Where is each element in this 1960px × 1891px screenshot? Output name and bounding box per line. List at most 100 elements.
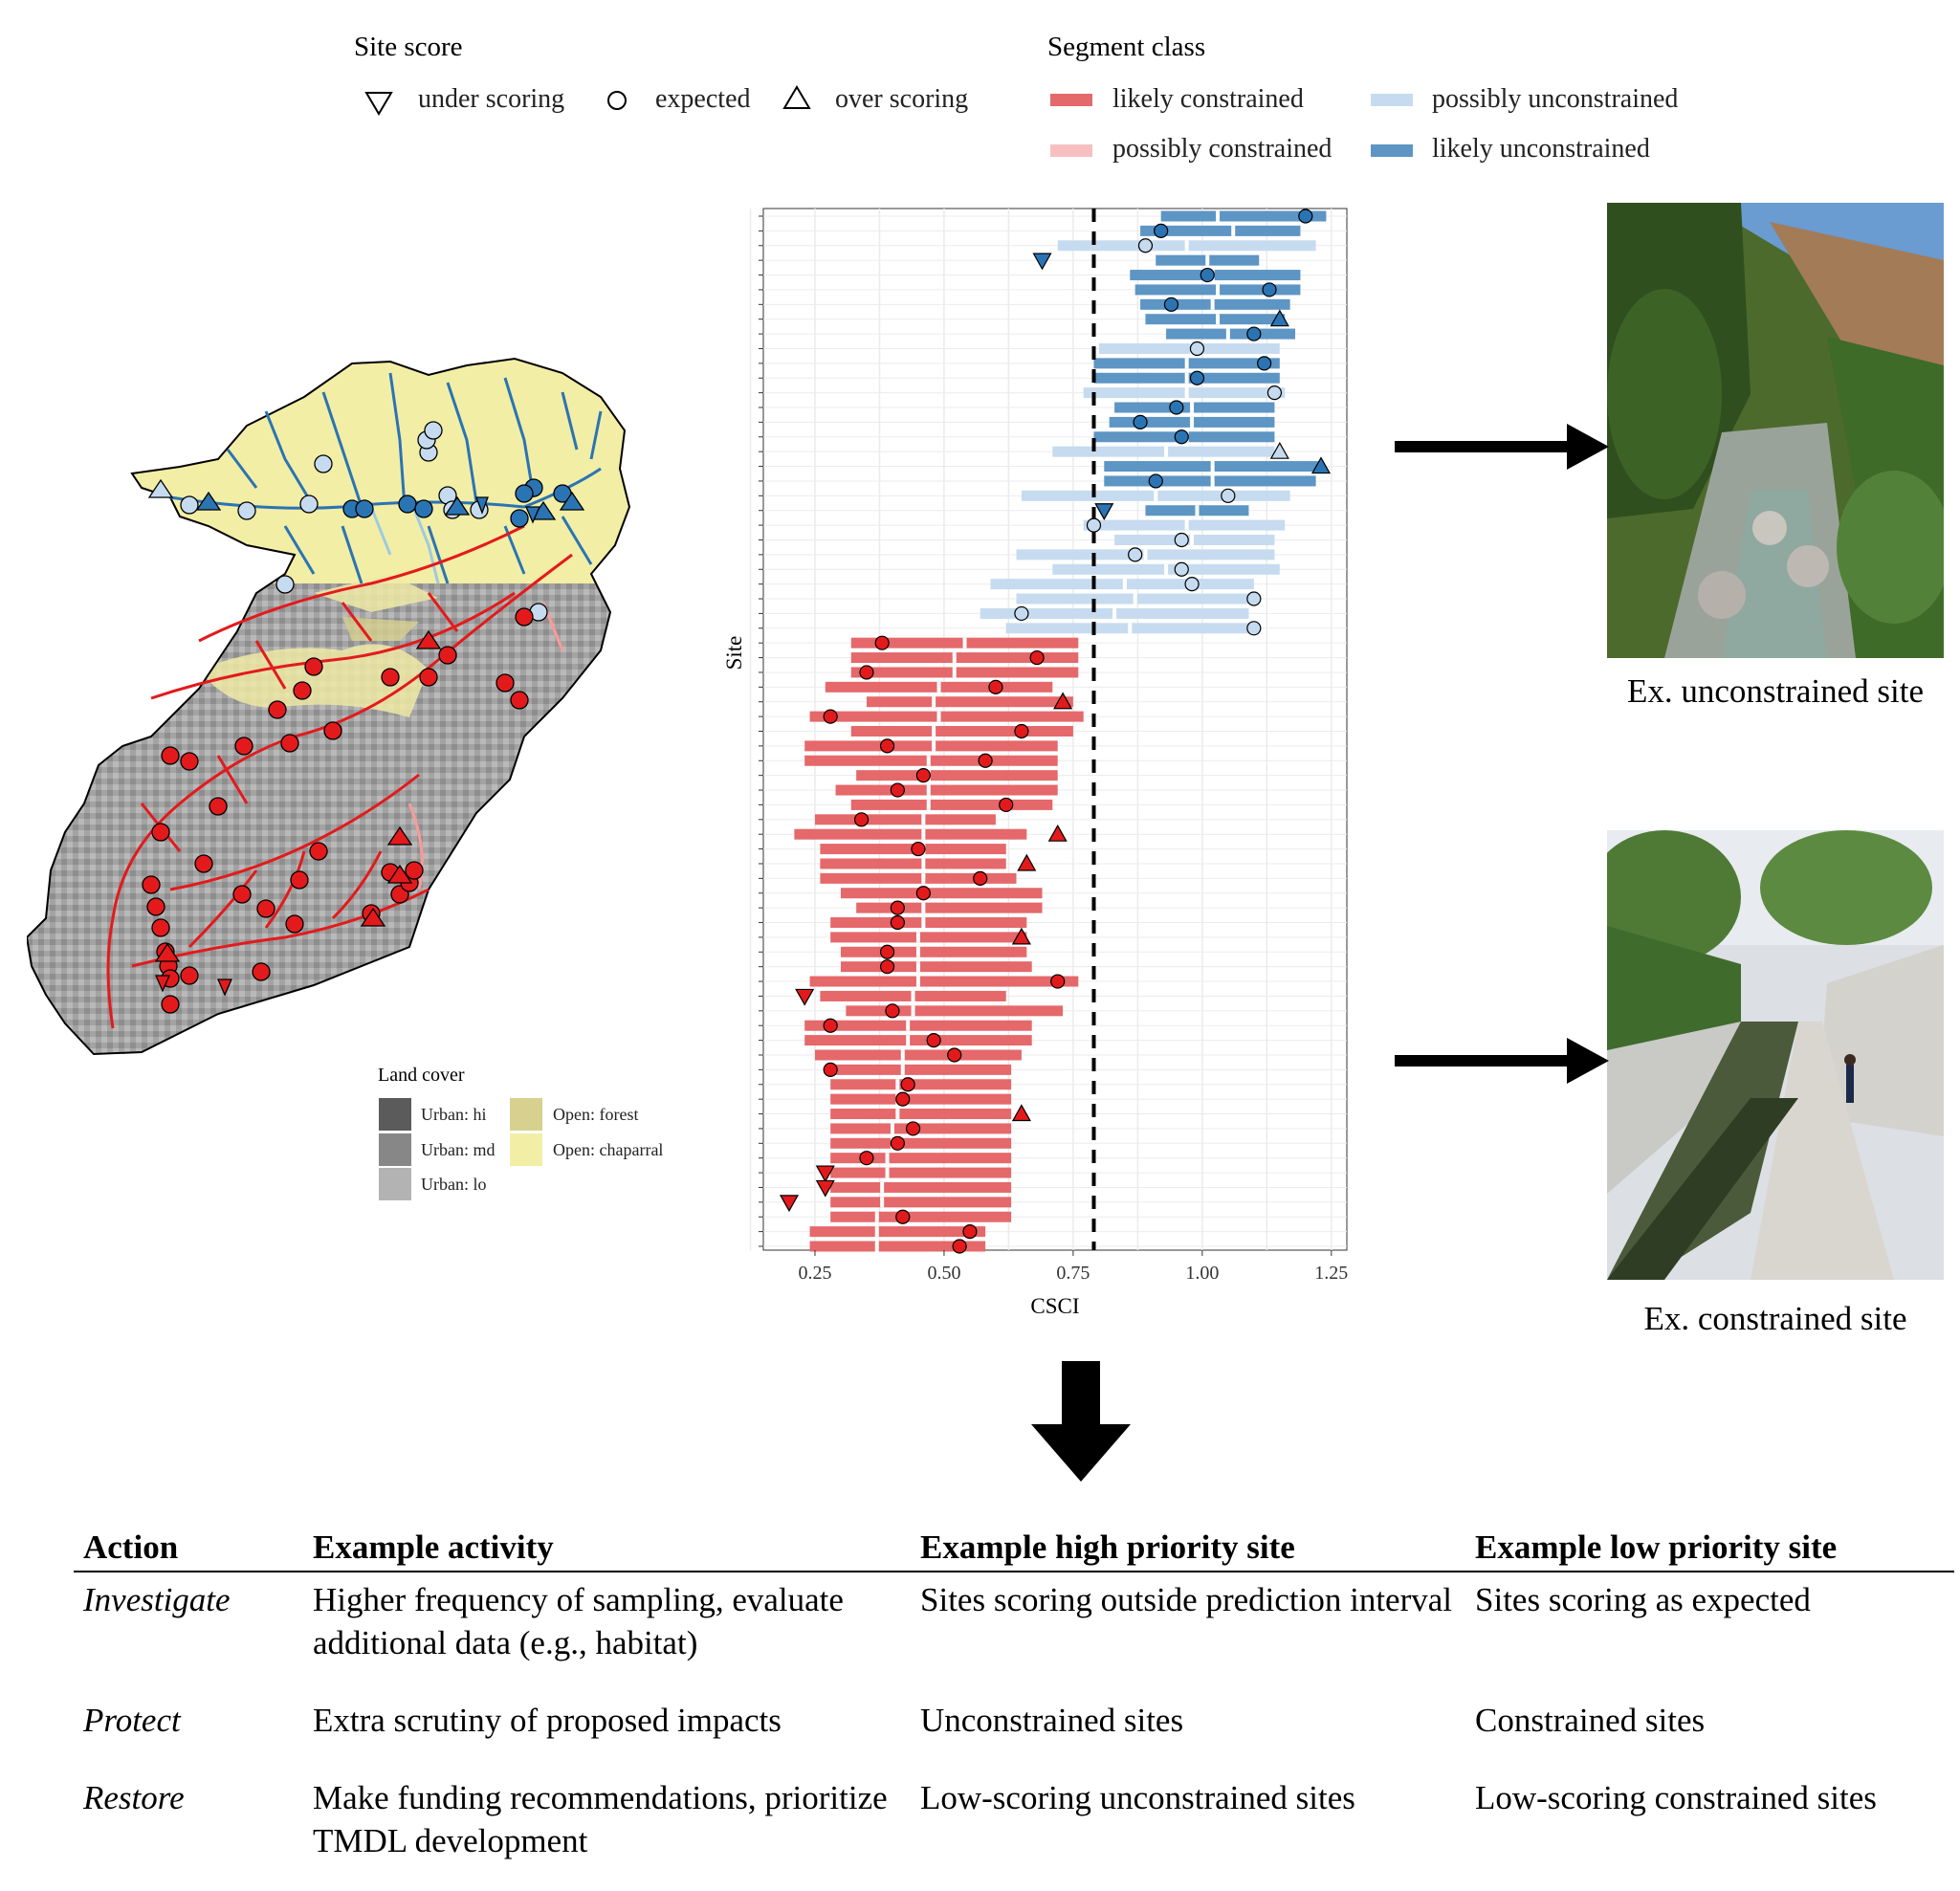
interval-bar (830, 1167, 1012, 1178)
site-point-expected (915, 886, 931, 901)
interval-bar (830, 1109, 1012, 1120)
site-point-expected (1246, 326, 1262, 341)
median-tick (1164, 446, 1169, 457)
median-tick (911, 990, 915, 1001)
site-point-under (815, 1179, 835, 1198)
median-tick (932, 740, 936, 752)
median-tick (906, 1035, 911, 1046)
interval-bar (1052, 446, 1275, 457)
land-cover-urban-hi: Urban: hi (421, 1105, 487, 1124)
median-tick (926, 784, 931, 796)
segment-class-legend-title: Segment class (1047, 32, 1206, 62)
median-tick (915, 976, 920, 987)
site-point-expected (1174, 429, 1189, 445)
constrained-caption: Ex. constrained site (1643, 1300, 1907, 1337)
site-point-expected (1262, 282, 1277, 297)
median-tick (874, 1211, 879, 1222)
land-cover-open-forest: Open: forest (553, 1105, 639, 1124)
interval-bar (809, 976, 1079, 987)
arrow-down-icon (1031, 1361, 1131, 1482)
arrow-to-unconstrained (1395, 424, 1609, 470)
interval-bar (1005, 623, 1249, 634)
site-point-expected (823, 1018, 838, 1033)
interval-bar (1166, 328, 1296, 340)
land-cover-swatch-open-forest (510, 1098, 542, 1131)
interval-bar (830, 1197, 1012, 1208)
land-cover-swatch-urban-lo (379, 1168, 411, 1200)
median-tick (880, 1181, 885, 1193)
site-point-expected (978, 753, 993, 768)
x-tick-label: 0.25 (798, 1263, 831, 1284)
site-point-expected (1246, 591, 1262, 606)
action-table: Action Example activity Example high pri… (74, 1528, 1954, 1891)
x-tick-label: 0.50 (927, 1263, 960, 1284)
interval-bar (814, 1049, 1022, 1061)
table-row: Protect Extra scrutiny of proposed impac… (74, 1693, 1954, 1770)
site-point-expected (823, 1062, 838, 1077)
site-point-expected (890, 1135, 905, 1151)
x-axis-label: CSCI (1030, 1294, 1079, 1318)
constrained-site-photo (1607, 830, 1944, 1280)
site-point-over (1269, 309, 1289, 327)
interval-bar (1140, 298, 1290, 310)
median-tick (1216, 284, 1221, 296)
median-tick (874, 1241, 879, 1252)
row-low: Sites scoring as expected (1475, 1581, 1811, 1618)
red-streams (106, 524, 573, 1029)
site-point-expected (952, 1239, 967, 1254)
site-point-expected (859, 1151, 874, 1166)
interval-bar (804, 1020, 1032, 1031)
site-point-expected (1169, 400, 1184, 415)
median-tick (900, 1049, 905, 1061)
median-tick (915, 961, 920, 973)
land-cover-swatch-urban-hi (379, 1098, 411, 1131)
unconstrained-site-photo (1607, 203, 1944, 658)
median-tick (900, 1064, 905, 1075)
median-tick (1210, 475, 1215, 487)
interval-bar (866, 696, 1073, 708)
arrow-to-constrained (1395, 1038, 1609, 1084)
median-tick (1112, 607, 1117, 619)
median-tick (1184, 372, 1189, 384)
median-tick (1190, 402, 1195, 413)
legend-likely-constrained: likely constrained (1112, 84, 1304, 114)
median-tick (921, 814, 926, 825)
red-site-markers (142, 607, 534, 1014)
median-tick (1195, 505, 1200, 517)
median-tick (1128, 623, 1133, 634)
site-point-expected (859, 665, 874, 680)
swatch-possibly-constrained (1050, 144, 1092, 157)
site-point-expected (915, 768, 931, 783)
median-tick (936, 681, 941, 693)
site-point-expected (895, 1209, 911, 1224)
site-point-expected (1133, 414, 1148, 429)
watershed-map (27, 357, 631, 1056)
site-point-expected (1148, 473, 1163, 489)
median-tick (926, 799, 931, 810)
median-tick (962, 637, 967, 649)
median-tick (921, 872, 926, 884)
y-axis-label: Site (722, 636, 746, 671)
interval-bar (850, 799, 1053, 810)
interval-bar (804, 755, 1058, 766)
interval-bar (1083, 519, 1286, 531)
site-point-over (1017, 853, 1037, 871)
site-point-over (1011, 1104, 1031, 1122)
row-activity: Higher frequency of sampling, evaluate a… (313, 1581, 844, 1661)
swatch-likely-unconstrained (1371, 144, 1413, 157)
median-tick (890, 1123, 894, 1134)
legend-under-scoring: under scoring (418, 84, 565, 114)
site-point-under (1094, 503, 1114, 520)
median-tick (1122, 579, 1127, 590)
interval-bar (830, 1181, 1012, 1193)
legend-likely-unconstrained: likely unconstrained (1432, 134, 1650, 164)
site-point-over (1047, 824, 1068, 842)
site-point-expected (962, 1224, 978, 1240)
median-tick (911, 1005, 915, 1017)
median-tick (1133, 593, 1137, 605)
site-point-expected (1189, 370, 1205, 385)
site-point-expected (973, 870, 988, 886)
interval-bar (850, 726, 1073, 737)
site-point-expected (1128, 547, 1143, 562)
median-tick (1143, 549, 1148, 561)
